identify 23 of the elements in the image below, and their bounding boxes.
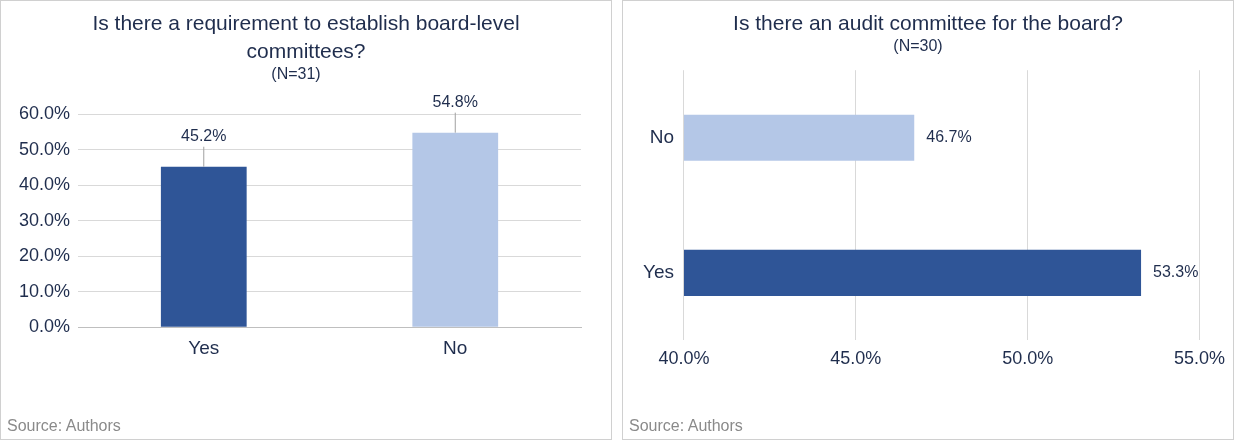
data-label: 53.3%: [1153, 263, 1199, 281]
y-tick-label: 30.0%: [18, 209, 71, 230]
data-label: 45.2%: [181, 127, 227, 145]
source-note: Source: Authors: [7, 417, 121, 435]
y-tick-label: 60.0%: [18, 103, 71, 124]
x-tick-label: 45.0%: [830, 348, 882, 369]
chart-title: Is there an audit committee for the board?: [732, 10, 1124, 36]
x-tick-label: 40.0%: [658, 348, 710, 369]
x-tick-label: 55.0%: [1173, 348, 1225, 369]
y-tick-label: 10.0%: [18, 280, 71, 301]
chart-subtitle: (N=31): [271, 65, 321, 83]
y-tick-label: 50.0%: [18, 138, 71, 159]
data-label: 54.8%: [432, 93, 478, 111]
x-tick-label: No: [443, 336, 468, 358]
source-note: Source: Authors: [629, 417, 743, 435]
chart-subtitle: (N=30): [893, 37, 943, 55]
x-tick-label: 50.0%: [1002, 348, 1054, 369]
y-tick-label: 0.0%: [29, 316, 71, 337]
y-tick-label: 20.0%: [18, 245, 71, 266]
x-tick-label: Yes: [188, 336, 220, 358]
y-tick-label: 40.0%: [18, 174, 71, 195]
chart-title: Is there a requirement to establish board-level committees?: [91, 10, 521, 64]
data-label: 46.7%: [926, 128, 972, 146]
